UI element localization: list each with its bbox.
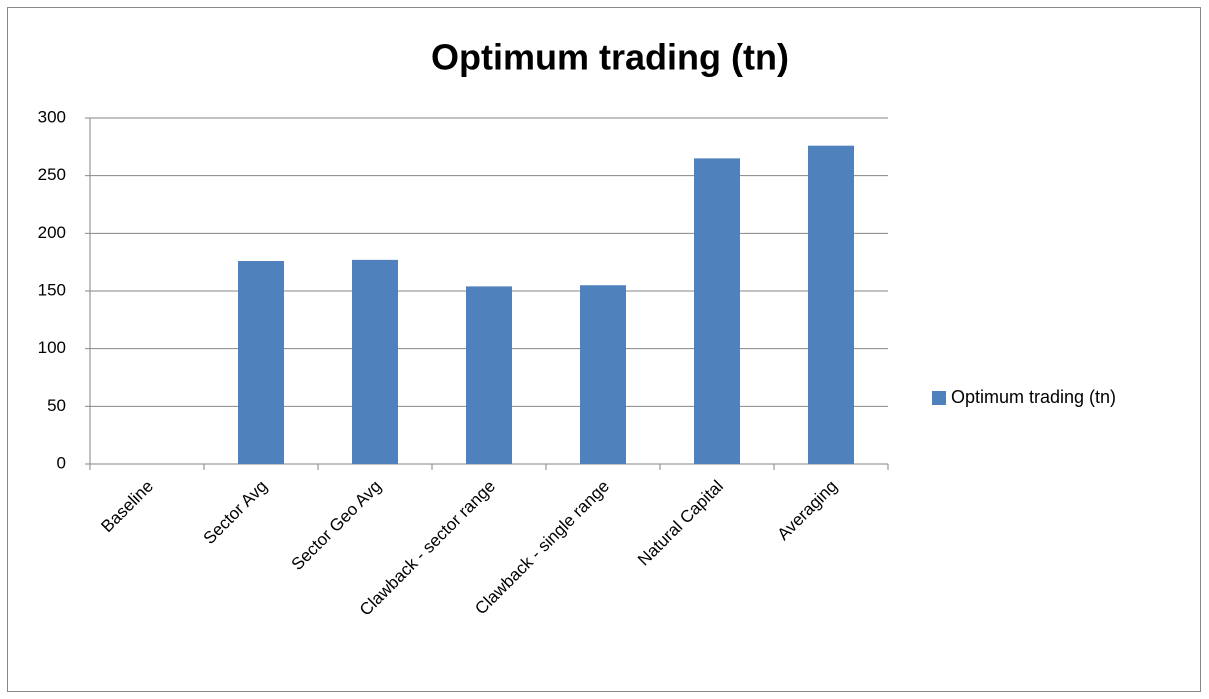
bar <box>808 145 854 464</box>
bar <box>466 286 512 464</box>
y-tick-label: 200 <box>38 223 66 242</box>
y-tick-label: 50 <box>47 396 66 415</box>
y-tick-label: 250 <box>38 165 66 184</box>
bar <box>580 285 626 464</box>
legend-label: Optimum trading (tn) <box>951 387 1116 407</box>
y-tick-label: 150 <box>38 280 66 299</box>
bar <box>238 261 284 464</box>
bar <box>694 158 740 464</box>
bar <box>352 259 398 464</box>
legend-swatch <box>932 391 946 405</box>
y-tick-label: 300 <box>38 107 66 126</box>
y-tick-label: 100 <box>38 338 66 357</box>
y-tick-label: 0 <box>57 453 66 472</box>
chart-title: Optimum trading (tn) <box>431 37 789 78</box>
